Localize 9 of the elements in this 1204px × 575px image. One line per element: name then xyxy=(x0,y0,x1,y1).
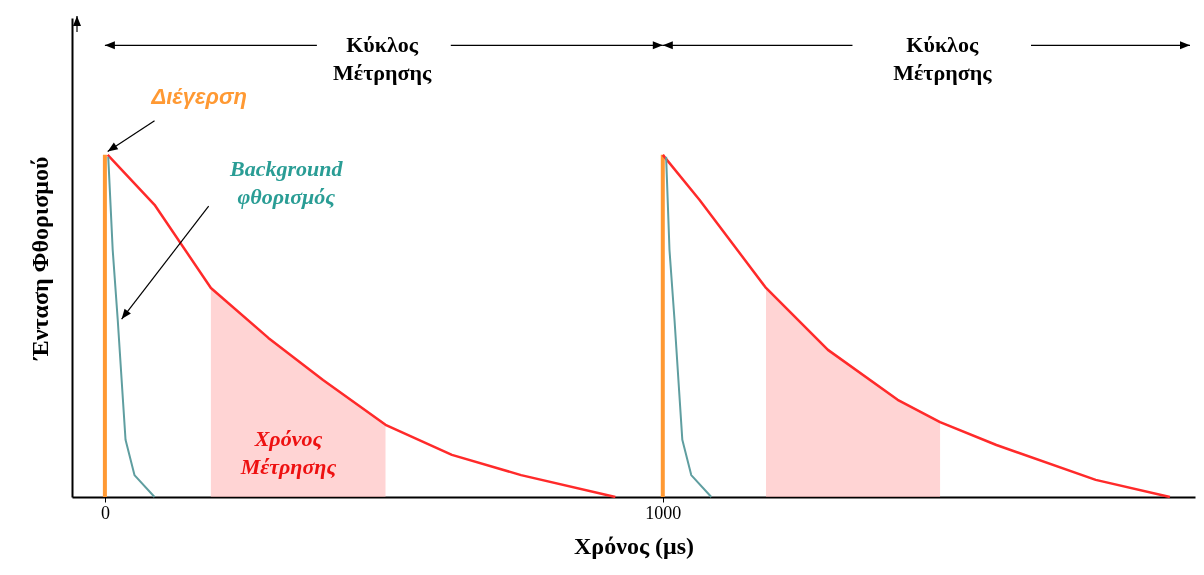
x-tick-label: 1000 xyxy=(645,502,682,523)
x-tick-label: 0 xyxy=(100,502,110,523)
annotation: Χρόνος Μέτρησης xyxy=(239,425,337,479)
text: Κύκλος Μέτρησης xyxy=(333,32,433,86)
annotation: Background φθορισμός xyxy=(228,155,344,209)
text: Διέγερση xyxy=(150,83,247,109)
text: Κύκλος Μέτρησης xyxy=(893,32,993,86)
y-axis-title: Ένταση Φθορισμού xyxy=(26,156,53,361)
x-axis-title: Χρόνος (μs) xyxy=(574,532,694,559)
